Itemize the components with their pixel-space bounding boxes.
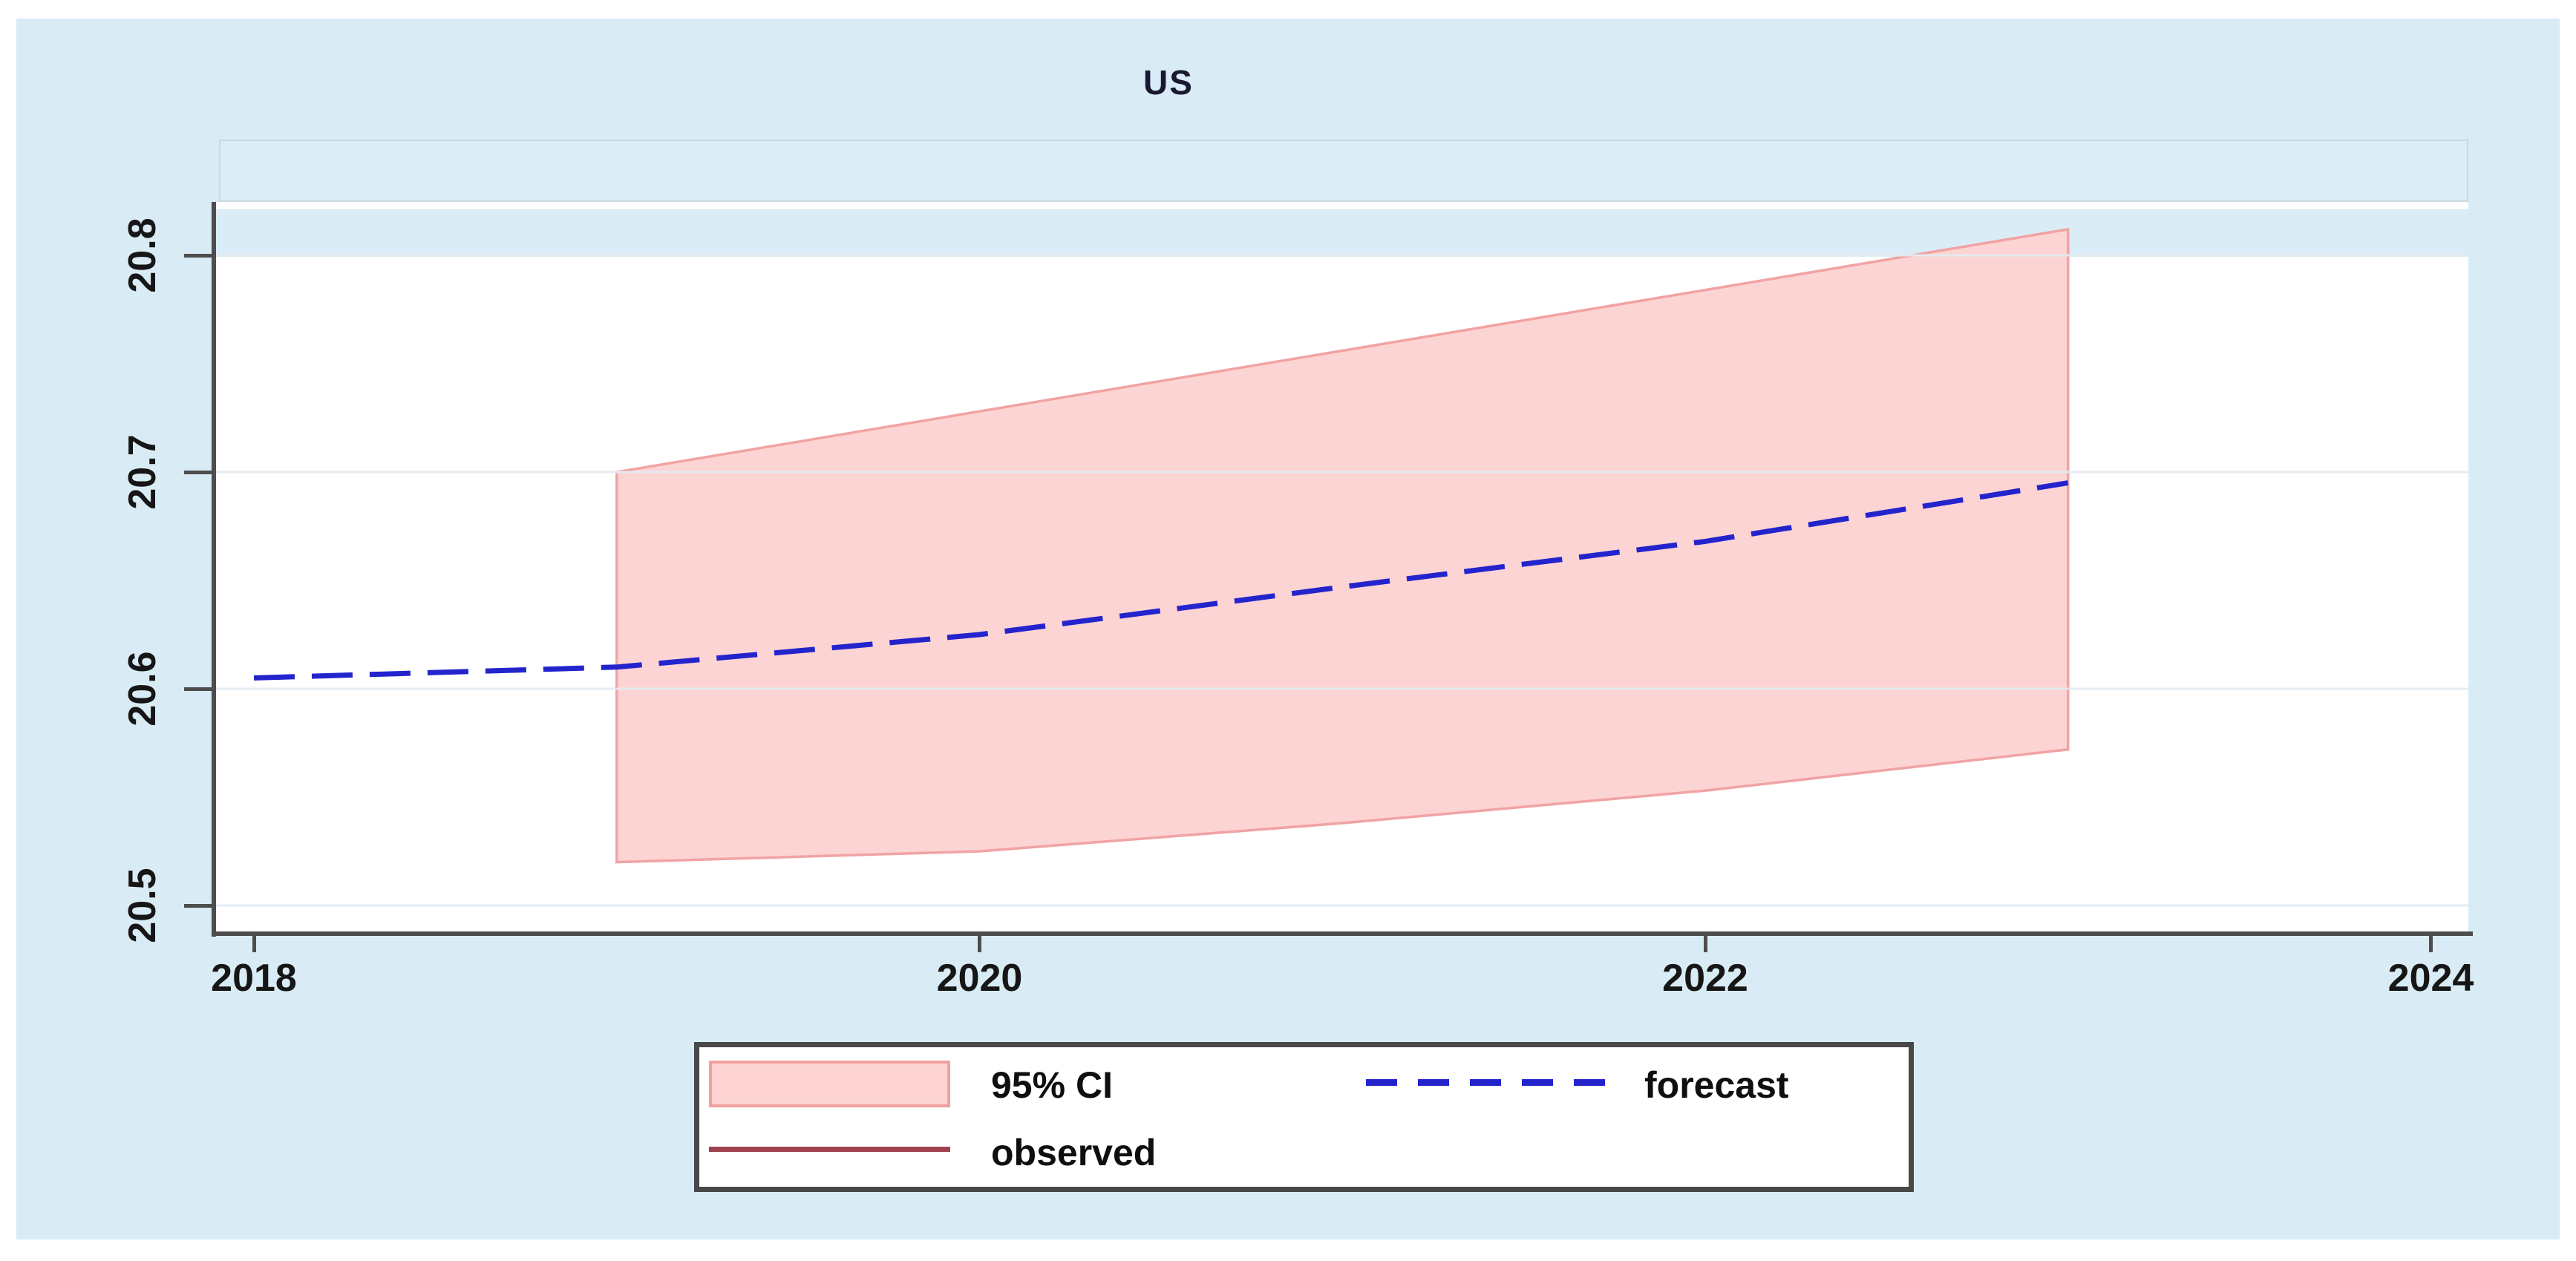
forecast-line (253, 480, 2069, 681)
observed-legend-label: observed (991, 1132, 1157, 1173)
x-tick-2022 (1703, 936, 1707, 952)
x-tick-2020 (978, 936, 981, 952)
x-tick-label-2020: 2020 (936, 957, 1023, 1000)
y-axis-line (212, 202, 216, 937)
forecast-legend-dash-sample (1366, 1079, 1611, 1086)
x-tick-label-2024: 2024 (2387, 957, 2474, 1000)
y-tick-label-20.5: 20.5 (121, 868, 164, 943)
ci-legend-swatch (709, 1061, 950, 1107)
ci-legend-label: 95% CI (991, 1064, 1113, 1106)
erased-subtitle-band (219, 140, 2468, 202)
observed-legend-line-sample (709, 1147, 950, 1152)
forecast-legend-label: forecast (1644, 1064, 1789, 1106)
y-tick-20.6 (184, 687, 212, 691)
y-tick-label-20.6: 20.6 (121, 651, 164, 727)
y-tick-label-20.8: 20.8 (121, 217, 164, 293)
chart-title: US (1143, 63, 1194, 102)
x-tick-2024 (2429, 936, 2433, 952)
plot-top-highlight-band (216, 209, 2468, 257)
x-tick-2018 (252, 936, 256, 952)
ci-band-area (615, 227, 2070, 864)
x-tick-label-2018: 2018 (211, 957, 297, 1000)
y-tick-20.7 (184, 470, 212, 474)
legend-box: 95% CI forecast observed (694, 1042, 1914, 1192)
x-axis-line (212, 931, 2473, 936)
y-tick-20.5 (184, 903, 212, 908)
y-tick-label-20.7: 20.7 (121, 434, 164, 510)
y-tick-20.8 (184, 253, 212, 258)
x-tick-label-2022: 2022 (1662, 957, 1748, 1000)
